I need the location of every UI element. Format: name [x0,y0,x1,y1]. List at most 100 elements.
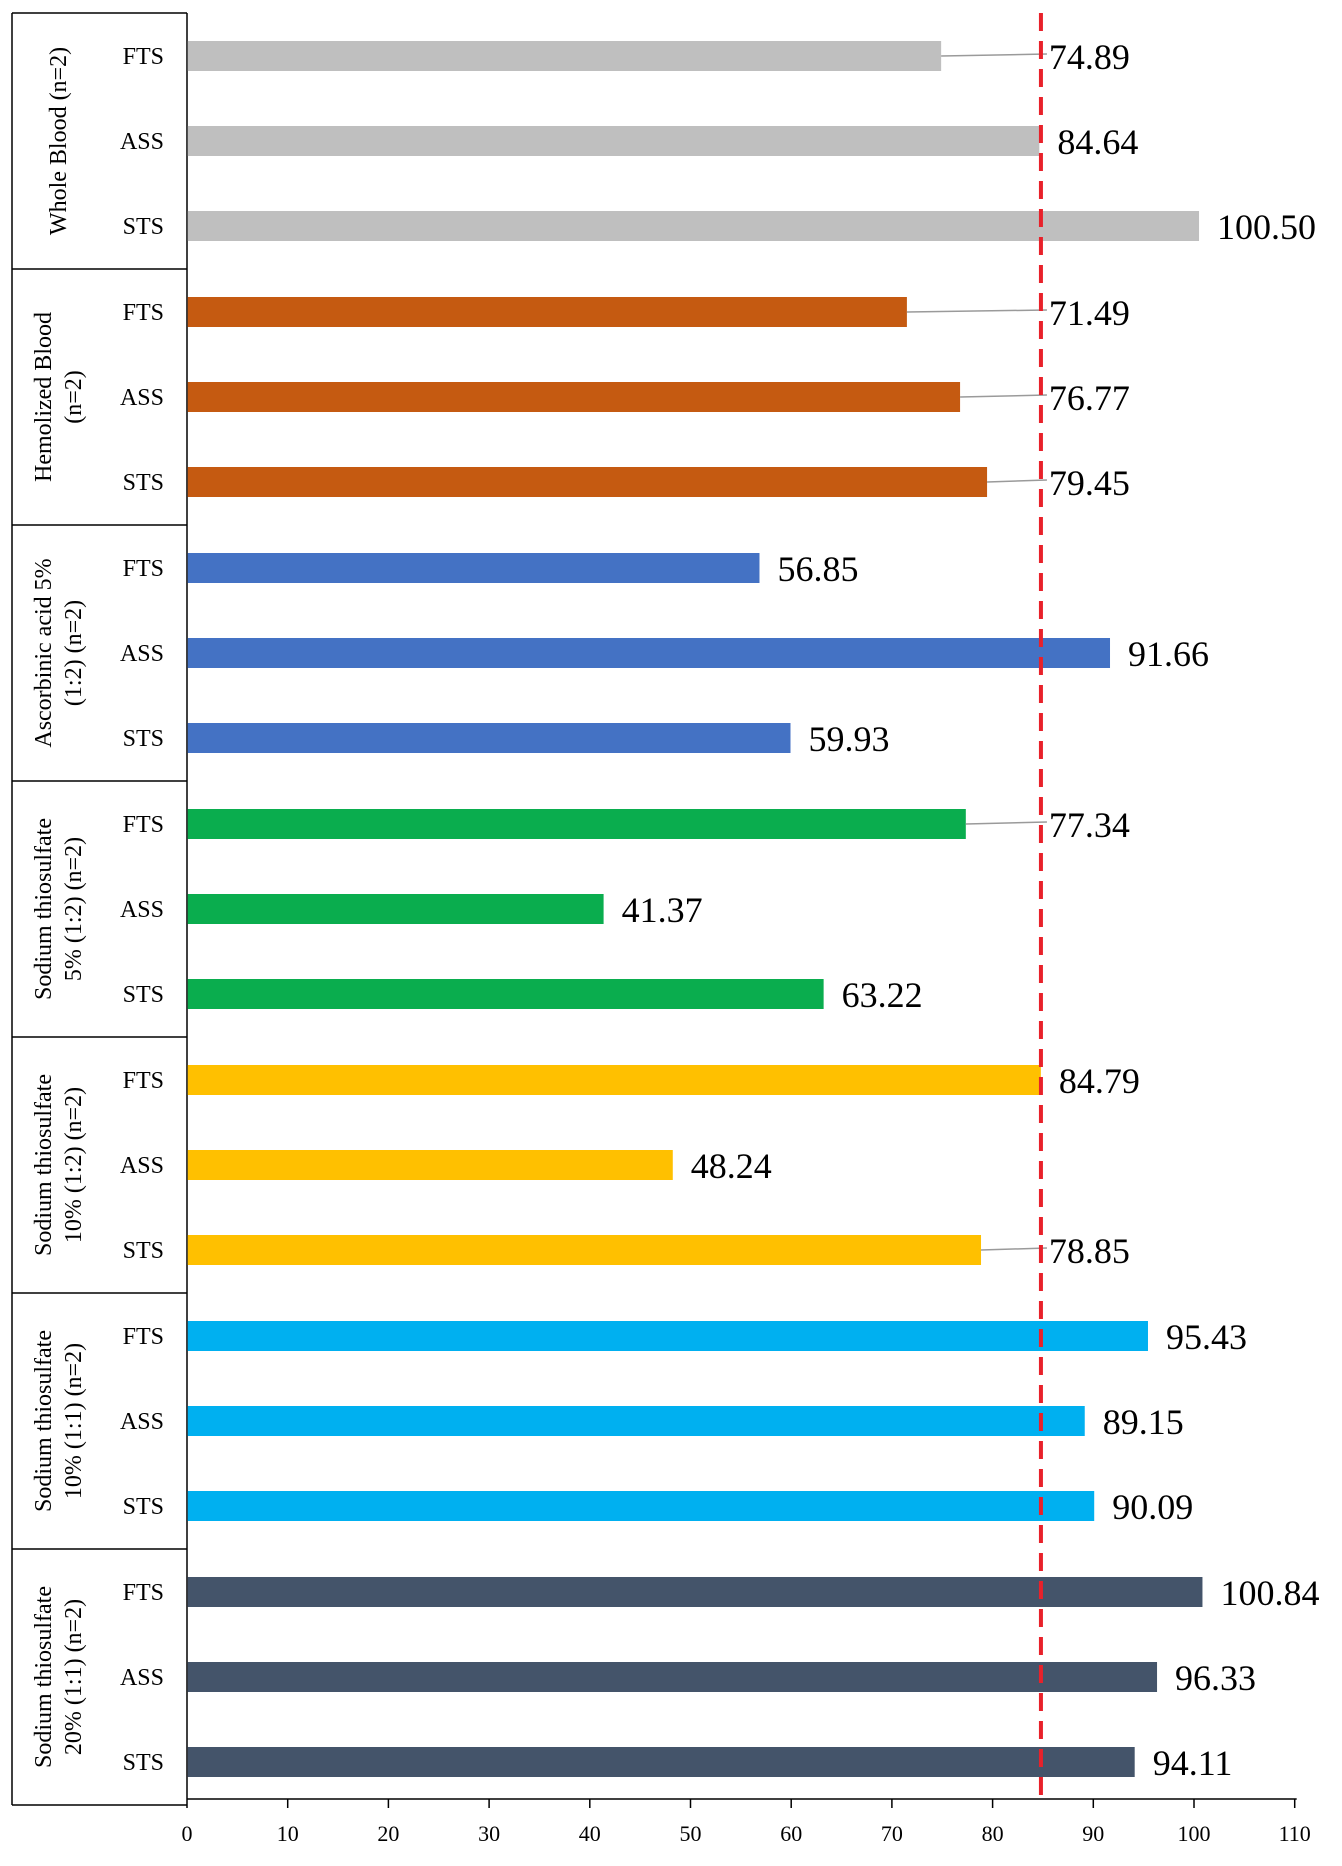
x-tick-label: 70 [881,1821,903,1846]
bar [187,467,988,497]
group-label: Hemolized Blood (n=2) [31,312,87,482]
group-label-line: Sodium thiosulfate [31,1074,57,1256]
bar [187,1662,1158,1692]
category-label: ASS [120,641,164,667]
category-label: STS [123,214,164,240]
leader-line [941,53,1047,57]
category-label: FTS [123,44,164,70]
group-label-line: Whole Blood (n=2) [46,47,72,235]
bar [187,1235,982,1265]
bar [187,809,966,839]
data-label: 100.50 [1217,207,1316,247]
leader-line [987,479,1047,483]
data-label: 94.11 [1153,1743,1233,1783]
x-tick-label: 110 [1279,1821,1311,1846]
group-label-line: Ascorbinic acid 5% [31,558,57,747]
category-label: ASS [120,897,164,923]
bars [187,41,1203,1777]
category-label: FTS [123,1068,164,1094]
x-tick-label: 10 [277,1821,299,1846]
category-label: STS [123,982,164,1008]
bar [187,1406,1085,1436]
group-label: Sodium thiosulfate 20% (1:1) (n=2) [31,1586,87,1768]
leader-line [980,1247,1047,1251]
category-label: FTS [123,1580,164,1606]
bar [187,1577,1203,1607]
category-label: FTS [123,300,164,326]
group-label: Sodium thiosulfate 10% (1:2) (n=2) [31,1074,87,1256]
data-label: 48.24 [691,1146,772,1186]
bar [187,1747,1135,1777]
bar [187,1065,1041,1095]
x-tick-label: 20 [377,1821,399,1846]
category-label: ASS [120,1153,164,1179]
bar [187,894,604,924]
group-label-line: Sodium thiosulfate [31,818,57,1000]
bar [187,1321,1148,1351]
data-label: 84.79 [1059,1061,1140,1101]
category-label: STS [123,470,164,496]
group-label-line: Sodium thiosulfate [31,1586,57,1768]
category-label: ASS [120,1409,164,1435]
group-label-line: (n=2) [61,370,87,424]
bar [187,41,942,71]
category-label: STS [123,1238,164,1264]
leader-line [965,821,1047,825]
bar [187,126,1040,156]
group-label: Sodium thiosulfate 5% (1:2) (n=2) [31,818,87,1000]
data-label: 71.49 [1049,293,1130,333]
x-tick-label: 0 [182,1821,193,1846]
leader-line [906,309,1047,313]
bar [187,297,907,327]
bar [187,723,791,753]
data-label: 89.15 [1103,1402,1184,1442]
chart-frame: Whole Blood (n=2) FTS ASS STS Hemolized Bloo… [11,12,188,1806]
category-label: STS [123,1494,164,1520]
x-tick-label: 60 [780,1821,802,1846]
data-label: 90.09 [1112,1487,1193,1527]
group-label-line: Sodium thiosulfate [31,1330,57,1512]
x-tick-label: 40 [579,1821,601,1846]
data-label: 96.33 [1175,1658,1256,1698]
data-label: 74.89 [1049,37,1130,77]
data-labels: 74.89 84.64 100.50 71.49 76.77 79.45 56.85 91.6… [622,37,1320,1783]
data-label: 78.85 [1049,1231,1130,1271]
data-label: 84.64 [1057,122,1138,162]
data-label: 56.85 [777,549,858,589]
group-label-line: 20% (1:1) (n=2) [61,1599,87,1755]
x-tick-label: 100 [1178,1821,1211,1846]
category-label: ASS [120,129,164,155]
group-label: Ascorbinic acid 5% (1:2) (n=2) [31,558,87,747]
data-label: 41.37 [622,890,703,930]
bar [187,1491,1095,1521]
data-label: 77.34 [1049,805,1130,845]
category-label: ASS [120,1665,164,1691]
data-label: 100.84 [1220,1573,1319,1613]
category-label: STS [123,726,164,752]
group-label: Sodium thiosulfate 10% (1:1) (n=2) [31,1330,87,1512]
x-axis: 0 10 20 30 40 50 60 70 80 90 100 110 [182,1798,1311,1846]
group-label-line: 5% (1:2) (n=2) [61,837,87,981]
group-label-line: 10% (1:1) (n=2) [61,1343,87,1499]
data-label: 95.43 [1166,1317,1247,1357]
x-tick-label: 30 [478,1821,500,1846]
category-label: FTS [123,556,164,582]
group-label: Whole Blood (n=2) [46,47,72,235]
x-tick-label: 50 [680,1821,702,1846]
category-label: STS [123,1750,164,1776]
bar [187,979,824,1009]
bar [187,553,760,583]
x-tick-label: 80 [982,1821,1004,1846]
leader-line [960,394,1047,398]
x-tick-label: 90 [1082,1821,1104,1846]
data-label: 59.93 [808,719,889,759]
category-label: FTS [123,1324,164,1350]
group-label-line: (1:2) (n=2) [61,600,87,706]
group-label-line: Hemolized Blood [31,312,57,482]
data-label: 76.77 [1049,378,1130,418]
bar [187,638,1111,668]
category-label: FTS [123,812,164,838]
bar [187,211,1200,241]
data-label: 91.66 [1128,634,1209,674]
